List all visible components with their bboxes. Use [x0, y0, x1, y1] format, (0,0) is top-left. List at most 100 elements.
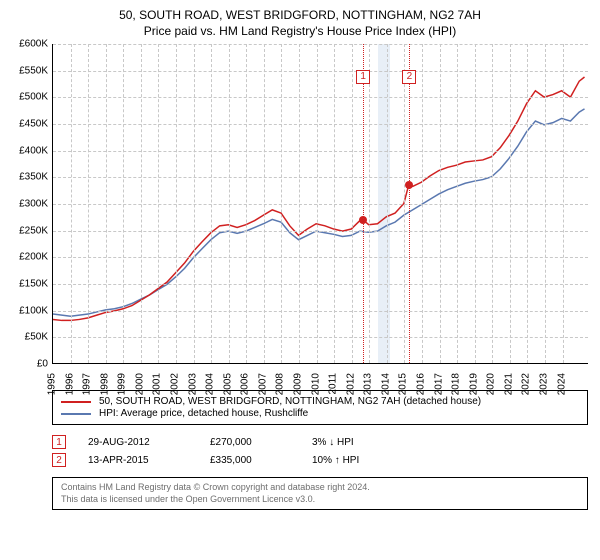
page-title: 50, SOUTH ROAD, WEST BRIDGFORD, NOTTINGH… — [10, 8, 590, 22]
y-tick-label: £100K — [19, 305, 48, 316]
legend-label: 50, SOUTH ROAD, WEST BRIDGFORD, NOTTINGH… — [99, 396, 481, 407]
footer-attribution: Contains HM Land Registry data © Crown c… — [52, 477, 588, 510]
grid-v — [317, 44, 318, 363]
x-tick-label: 2003 — [187, 373, 198, 395]
grid-v — [440, 44, 441, 363]
grid-v — [457, 44, 458, 363]
x-tick-label: 2011 — [328, 373, 339, 395]
x-tick-label: 1996 — [64, 373, 75, 395]
grid-h — [53, 177, 588, 178]
grid-h — [53, 337, 588, 338]
page-subtitle: Price paid vs. HM Land Registry's House … — [10, 24, 590, 38]
y-tick-label: £150K — [19, 279, 48, 290]
grid-v — [158, 44, 159, 363]
grid-v — [387, 44, 388, 363]
grid-h — [53, 257, 588, 258]
grid-v — [264, 44, 265, 363]
grid-v — [510, 44, 511, 363]
legend-row: HPI: Average price, detached house, Rush… — [61, 408, 579, 419]
grid-v — [106, 44, 107, 363]
x-tick-label: 2009 — [293, 373, 304, 395]
grid-v — [563, 44, 564, 363]
transaction-date: 29-AUG-2012 — [88, 437, 188, 448]
plot-region: 12 — [52, 44, 588, 364]
x-tick-label: 2005 — [222, 373, 233, 395]
grid-v — [545, 44, 546, 363]
grid-v — [281, 44, 282, 363]
grid-v — [492, 44, 493, 363]
footer-line-2: This data is licensed under the Open Gov… — [61, 494, 579, 506]
grid-v — [334, 44, 335, 363]
grid-v — [229, 44, 230, 363]
grid-v — [88, 44, 89, 363]
transaction-date: 13-APR-2015 — [88, 455, 188, 466]
y-tick-label: £0 — [37, 359, 48, 370]
x-tick-label: 1999 — [117, 373, 128, 395]
x-tick-label: 2006 — [240, 373, 251, 395]
grid-h — [53, 71, 588, 72]
grid-h — [53, 97, 588, 98]
x-tick-label: 2007 — [257, 373, 268, 395]
grid-v — [475, 44, 476, 363]
footer-line-1: Contains HM Land Registry data © Crown c… — [61, 482, 579, 494]
grid-v — [369, 44, 370, 363]
y-tick-label: £500K — [19, 92, 48, 103]
grid-v — [299, 44, 300, 363]
grid-h — [53, 284, 588, 285]
x-tick-label: 1998 — [99, 373, 110, 395]
chart-area: £0£50K£100K£150K£200K£250K£300K£350K£400… — [10, 44, 590, 384]
x-tick-label: 2001 — [152, 373, 163, 395]
grid-v — [352, 44, 353, 363]
legend-swatch — [61, 401, 91, 403]
legend: 50, SOUTH ROAD, WEST BRIDGFORD, NOTTINGH… — [52, 390, 588, 425]
event-marker: 2 — [402, 70, 416, 84]
x-tick-label: 1995 — [47, 373, 58, 395]
legend-row: 50, SOUTH ROAD, WEST BRIDGFORD, NOTTINGH… — [61, 396, 579, 407]
x-tick-label: 2004 — [205, 373, 216, 395]
grid-v — [194, 44, 195, 363]
y-tick-label: £200K — [19, 252, 48, 263]
grid-v — [123, 44, 124, 363]
legend-label: HPI: Average price, detached house, Rush… — [99, 408, 308, 419]
y-tick-label: £600K — [19, 39, 48, 50]
x-tick-label: 2019 — [468, 373, 479, 395]
grid-h — [53, 231, 588, 232]
event-marker: 1 — [356, 70, 370, 84]
transaction-point — [359, 216, 367, 224]
transaction-row: 2 13-APR-2015 £335,000 10% ↑ HPI — [52, 453, 588, 467]
transaction-marker: 1 — [52, 435, 66, 449]
transaction-row: 129-AUG-2012£270,0003% ↓ HPI — [52, 435, 588, 449]
x-tick-label: 2000 — [134, 373, 145, 395]
transaction-marker: 2 — [52, 453, 66, 467]
grid-h — [53, 44, 588, 45]
grid-v — [141, 44, 142, 363]
grid-v — [71, 44, 72, 363]
grid-h — [53, 311, 588, 312]
event-vline — [409, 44, 410, 363]
y-tick-label: £300K — [19, 199, 48, 210]
grid-h — [53, 124, 588, 125]
transaction-section: 129-AUG-2012£270,0003% ↓ HPI213-APR-2015… — [52, 431, 588, 471]
grid-v — [176, 44, 177, 363]
x-tick-label: 2020 — [486, 373, 497, 395]
transaction-delta: 10% ↑ HPI — [312, 455, 432, 466]
x-tick-label: 2023 — [539, 373, 550, 395]
x-tick-label: 2024 — [556, 373, 567, 395]
series-hpi — [53, 109, 585, 316]
legend-swatch — [61, 413, 91, 415]
y-tick-label: £400K — [19, 145, 48, 156]
y-tick-label: £350K — [19, 172, 48, 183]
y-tick-label: £450K — [19, 119, 48, 130]
transaction-point — [405, 181, 413, 189]
x-tick-label: 2017 — [433, 373, 444, 395]
x-tick-label: 2013 — [363, 373, 374, 395]
transaction-price: £335,000 — [210, 455, 290, 466]
x-tick-label: 2002 — [170, 373, 181, 395]
x-tick-label: 2018 — [451, 373, 462, 395]
x-tick-label: 2014 — [380, 373, 391, 395]
grid-h — [53, 151, 588, 152]
grid-v — [527, 44, 528, 363]
grid-h — [53, 204, 588, 205]
y-tick-label: £550K — [19, 65, 48, 76]
page-root: 50, SOUTH ROAD, WEST BRIDGFORD, NOTTINGH… — [0, 0, 600, 560]
